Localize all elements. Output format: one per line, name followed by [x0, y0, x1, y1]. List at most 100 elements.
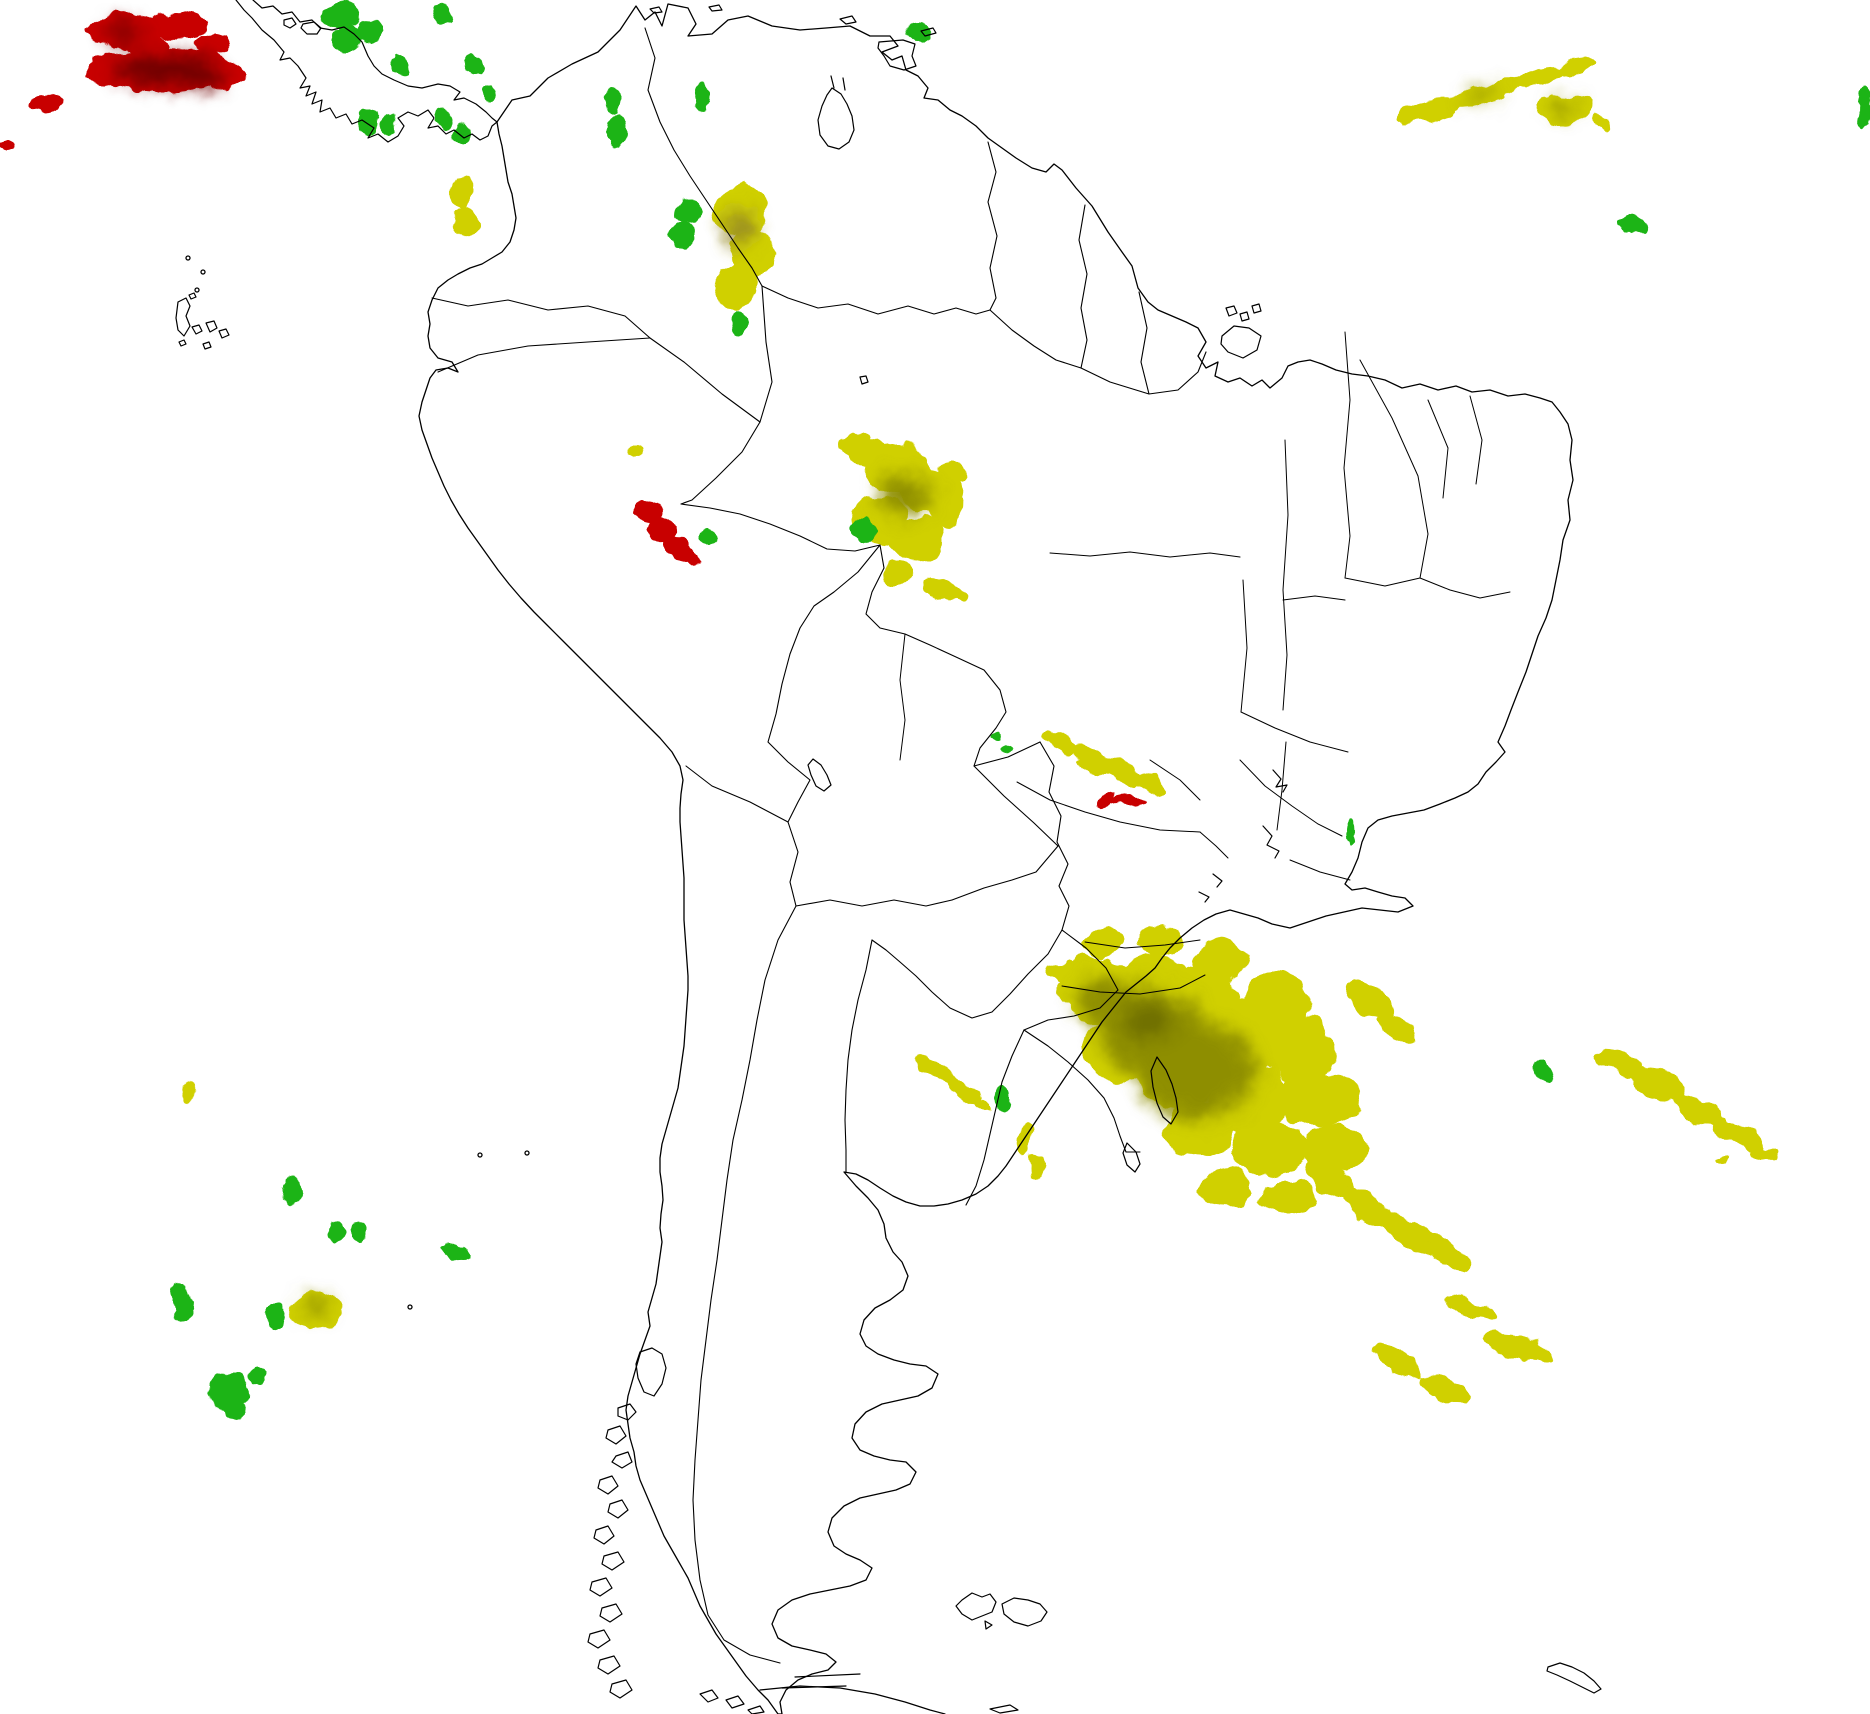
precip-cell-green: [608, 114, 628, 146]
map-line: [1023, 1029, 1141, 1153]
precip-cell-yellow: [1418, 1373, 1472, 1407]
map-line: [987, 141, 998, 311]
map-line: [989, 1704, 1019, 1714]
precip-cell-green: [226, 1404, 246, 1420]
precip-cell-green: [849, 519, 875, 541]
precip-cell-yellow: [1424, 1235, 1472, 1273]
map-line: [649, 337, 761, 423]
map-line: [599, 1603, 623, 1623]
precip-cell-red-core: [105, 24, 141, 40]
precip-cell-yellow-core: [302, 1297, 328, 1315]
precip-cell-yellow: [892, 519, 944, 561]
precip-cell-green: [171, 1282, 195, 1322]
precip-cell-green: [698, 527, 718, 545]
map-line: [1198, 891, 1210, 903]
precip-cell-red: [1099, 791, 1113, 809]
map-line: [871, 929, 1063, 1019]
precip-cell-green: [990, 732, 1002, 742]
map-line: [708, 4, 723, 12]
precip-cell-yellow: [1379, 1211, 1437, 1255]
map-line: [1016, 781, 1201, 833]
map-line: [725, 1695, 745, 1709]
precip-cell-yellow: [1342, 980, 1394, 1016]
map-line: [178, 339, 187, 347]
map-line: [1282, 439, 1289, 711]
precip-cell-yellow: [879, 561, 913, 587]
map-line: [649, 6, 663, 14]
precip-cell-yellow-core: [879, 475, 931, 515]
map-line: [685, 765, 789, 823]
map-line: [1546, 1662, 1602, 1694]
precip-cell-yellow-core-brown: [726, 210, 754, 246]
map-line: [1344, 577, 1421, 587]
precip-cell-yellow: [1631, 1068, 1685, 1104]
map-line: [787, 821, 799, 907]
island-dot: [407, 1304, 413, 1310]
map-line: [418, 3, 1574, 1714]
precip-cell-yellow: [973, 1100, 993, 1116]
precip-cell-green: [282, 1178, 302, 1206]
precip-cell-green: [1617, 216, 1645, 232]
precip-cell-red: [195, 32, 233, 56]
map-line: [191, 324, 203, 335]
precip-cell-yellow: [1260, 1017, 1336, 1083]
precip-cell-red: [684, 551, 702, 565]
precip-cell-green: [434, 6, 450, 26]
map-line: [844, 939, 873, 1173]
map-line: [635, 1347, 667, 1397]
map-line: [1061, 974, 1206, 995]
map-line: [973, 765, 1059, 847]
map-line: [761, 285, 991, 315]
precip-cell-green: [483, 83, 497, 99]
map-line: [899, 633, 906, 761]
precip-cell-yellow-core: [1135, 1022, 1255, 1118]
map-line: [431, 297, 651, 339]
map-line: [839, 15, 857, 25]
precip-cell-yellow: [182, 1080, 198, 1104]
map-line: [1078, 204, 1088, 369]
map-line: [1001, 1597, 1048, 1627]
map-line: [587, 1629, 611, 1649]
map-line: [1220, 325, 1262, 359]
map-line: [767, 544, 881, 823]
map-line: [1039, 741, 1070, 931]
precip-cell-yellow: [1101, 757, 1143, 787]
precip-cell-yellow-core: [1462, 87, 1498, 101]
map-line: [1084, 939, 1201, 949]
map-line: [175, 297, 191, 337]
map-line: [609, 1679, 633, 1699]
map-line: [1212, 873, 1223, 888]
map-line: [747, 1705, 765, 1714]
map-line: [865, 544, 1007, 767]
precip-cell-yellow: [916, 1055, 960, 1085]
precip-cell-yellow: [1259, 1181, 1317, 1215]
precip-cell-yellow: [1512, 64, 1568, 88]
map-line: [807, 758, 832, 792]
map-line: [597, 1475, 619, 1495]
precip-cell-red-core: [186, 72, 224, 88]
map-line: [859, 375, 869, 385]
precip-cell-yellow: [1230, 1120, 1306, 1176]
precip-cell-green: [211, 1369, 249, 1411]
precip-cell-yellow: [1595, 1049, 1641, 1079]
precip-cell-yellow: [1369, 1346, 1421, 1378]
precip-cell-yellow: [1136, 925, 1184, 959]
yellow-core-group: [302, 87, 1576, 1315]
map-line: [1427, 399, 1449, 499]
map-line: [817, 87, 855, 150]
island-dot: [194, 287, 200, 293]
precip-cell-yellow: [450, 206, 476, 238]
map-line: [188, 292, 197, 300]
precip-cell-red: [646, 516, 678, 544]
precip-cell-green: [356, 18, 384, 42]
precip-cell-red: [150, 13, 206, 39]
red-core-group: [105, 24, 224, 88]
map-outline-layer: [175, 0, 1602, 1714]
map-line: [605, 1425, 627, 1445]
precip-cell-green: [381, 114, 399, 138]
precip-cell-yellow: [1445, 1295, 1495, 1321]
precip-cell-green: [605, 86, 621, 114]
